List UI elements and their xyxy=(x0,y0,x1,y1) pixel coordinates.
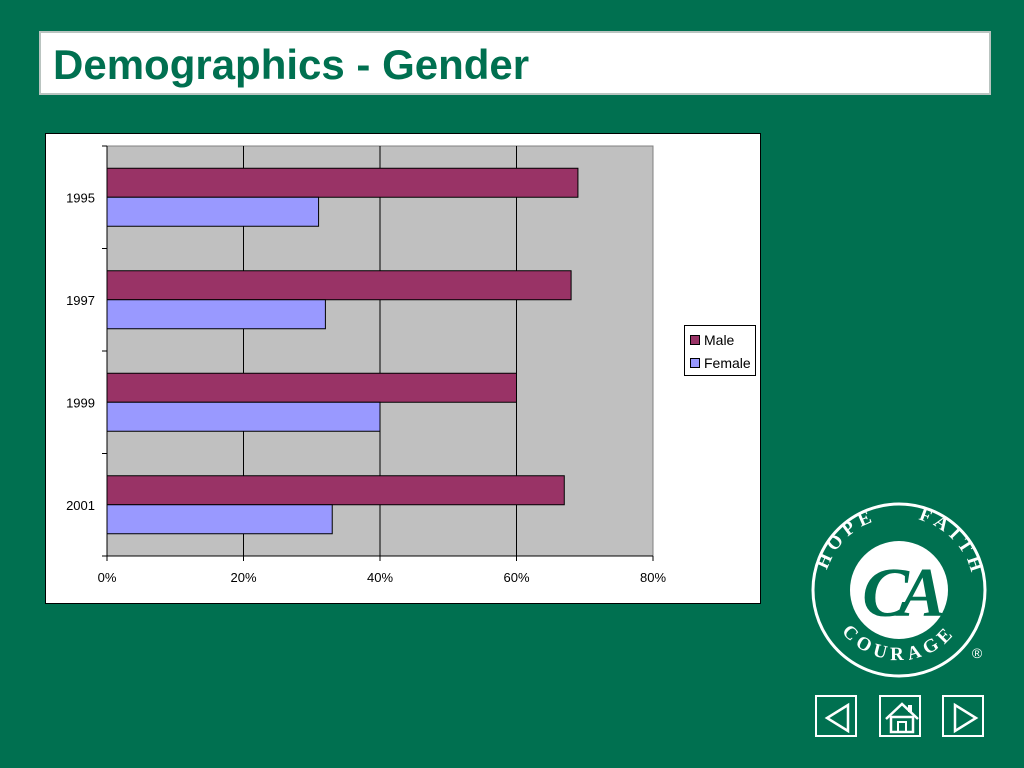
bar-male-1995 xyxy=(106,167,579,198)
slide-title: Demographics - Gender xyxy=(53,41,530,88)
bar-male-1999 xyxy=(106,372,517,403)
nav-prev xyxy=(815,695,857,737)
x-tick-label: 0% xyxy=(98,570,117,585)
y-tick-label: 1999 xyxy=(66,395,95,410)
next-slide-button[interactable] xyxy=(942,695,984,737)
home-icon xyxy=(885,702,919,734)
chart-container: 0% 20% 40% 60% 80% 1995 1997 1999 2001 Male Fema… xyxy=(45,133,761,604)
chart-legend: Male Female xyxy=(684,325,756,376)
logo-monogram: CA xyxy=(862,555,943,632)
next-arrow-icon xyxy=(953,702,979,734)
bar-female-1999 xyxy=(106,401,381,432)
y-tick-label: 1995 xyxy=(66,190,95,205)
y-tick-label: 1997 xyxy=(66,293,95,308)
bar-male-2001 xyxy=(106,475,565,506)
title-box: Demographics - Gender xyxy=(39,31,991,95)
x-tick-label: 20% xyxy=(230,570,256,585)
x-tick-label: 40% xyxy=(367,570,393,585)
home-button[interactable] xyxy=(879,695,921,737)
registered-mark: ® xyxy=(972,645,983,661)
bar-female-1997 xyxy=(106,299,326,330)
bar-female-2001 xyxy=(106,504,333,535)
previous-arrow-icon xyxy=(824,702,850,734)
bar-female-1995 xyxy=(106,196,320,227)
logo-inner-disc xyxy=(850,541,948,639)
legend-label-female: Female xyxy=(704,355,751,371)
x-tick-label: 60% xyxy=(503,570,529,585)
y-tick-label: 2001 xyxy=(66,498,95,513)
ca-logo: HOPE FAITH COURAGE CA ® xyxy=(811,502,987,678)
logo-outer-ring xyxy=(811,502,987,678)
legend-swatch-male xyxy=(690,335,700,345)
nav-next xyxy=(942,695,984,737)
legend-swatch-female xyxy=(690,358,700,368)
bar-male-1997 xyxy=(106,270,572,301)
legend-item-female: Female xyxy=(690,354,751,372)
x-tick-label: 80% xyxy=(640,570,666,585)
legend-item-male: Male xyxy=(690,331,734,349)
legend-label-male: Male xyxy=(704,332,735,348)
previous-slide-button[interactable] xyxy=(815,695,857,737)
nav-home xyxy=(879,695,921,737)
bar-chart: 0% 20% 40% 60% 80% 1995 1997 1999 2001 xyxy=(66,145,666,585)
